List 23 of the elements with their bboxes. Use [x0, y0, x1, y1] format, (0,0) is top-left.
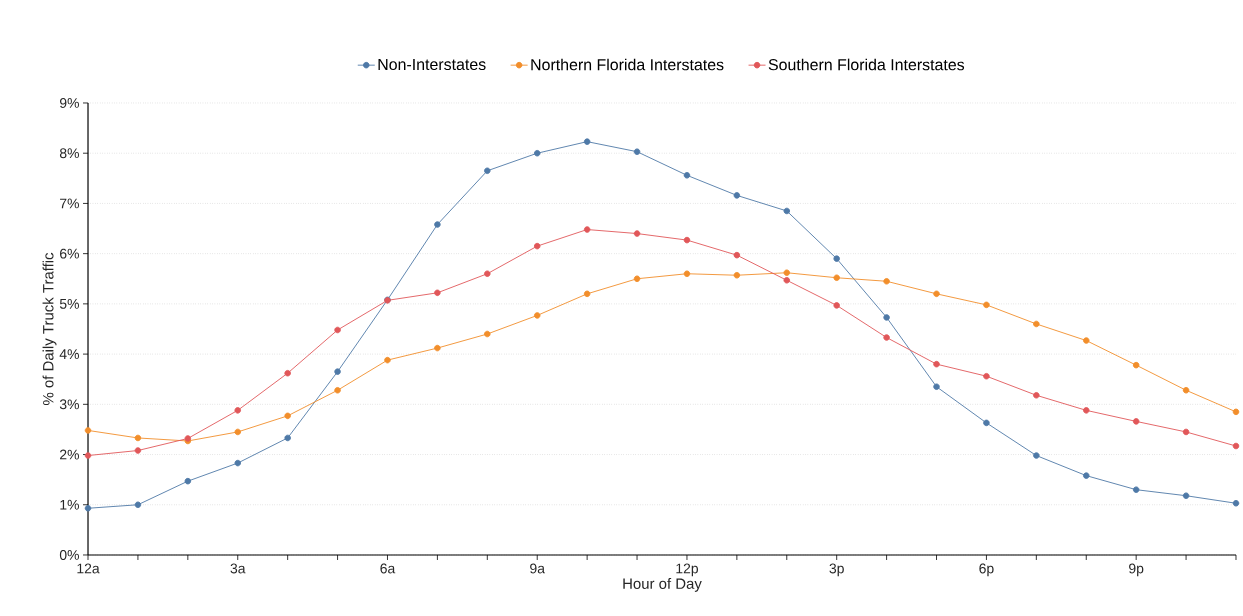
y-tick-label: 0% [59, 550, 79, 560]
y-axis-title: % of Daily Truck Traffic [42, 252, 57, 405]
x-tick-label: 12p [676, 563, 698, 577]
x-tick-label: 12a [77, 563, 100, 574]
y-tick-label: 1% [60, 499, 79, 510]
x-tick-label: 3a [230, 563, 246, 574]
x-tick-label: 9p [1129, 563, 1144, 577]
x-axis-title: Hour of Day [623, 577, 702, 592]
legend-label: Northern Florida Interstates [531, 58, 724, 71]
legend-label: Non-Interstates [378, 58, 486, 71]
x-tick-label: 3p [829, 563, 844, 577]
x-tick-label: 6a [380, 563, 396, 574]
y-tick-label: 3% [59, 399, 79, 410]
y-tick-label: 2% [60, 449, 79, 460]
y-tick-label: 7% [60, 198, 79, 209]
legend-label: Southern Florida Interstates [768, 58, 965, 71]
x-tick-label: 6p [979, 563, 994, 577]
y-tick-label: 6% [60, 248, 79, 259]
x-tick-label: 9a [530, 563, 545, 574]
y-tick-label: 9% [59, 98, 79, 108]
y-tick-label: 8% [59, 148, 79, 159]
y-tick-label: 5% [59, 298, 79, 309]
y-tick-label: 4% [59, 349, 79, 359]
